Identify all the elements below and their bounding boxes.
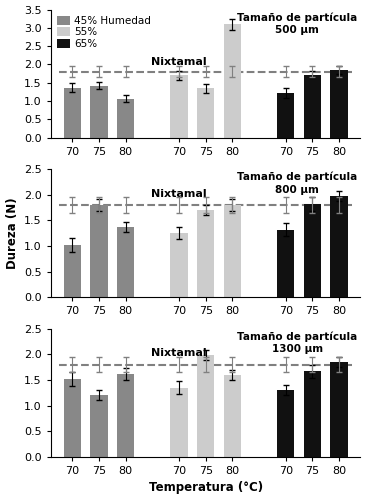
Text: Tamaño de partícula
1300 μm: Tamaño de partícula 1300 μm: [237, 331, 357, 354]
Bar: [197, 356, 214, 457]
Text: Tamaño de partícula
500 μm: Tamaño de partícula 500 μm: [237, 12, 357, 35]
Bar: [170, 76, 188, 138]
Y-axis label: Dureza (N): Dureza (N): [5, 198, 19, 269]
Bar: [224, 205, 241, 298]
Text: Nixtamal: Nixtamal: [151, 348, 207, 358]
Bar: [224, 375, 241, 457]
Bar: [277, 93, 294, 138]
Bar: [224, 24, 241, 138]
Bar: [330, 196, 348, 298]
X-axis label: Temperatura (°C): Temperatura (°C): [149, 482, 263, 494]
Bar: [64, 88, 81, 138]
Text: Nixtamal: Nixtamal: [151, 58, 207, 68]
Bar: [197, 210, 214, 298]
Bar: [90, 396, 108, 457]
Bar: [304, 75, 321, 138]
Bar: [330, 70, 348, 138]
Bar: [277, 390, 294, 457]
Legend: 45% Humedad, 55%, 65%: 45% Humedad, 55%, 65%: [56, 15, 152, 50]
Bar: [64, 245, 81, 298]
Bar: [277, 230, 294, 298]
Bar: [90, 86, 108, 138]
Bar: [170, 233, 188, 298]
Bar: [197, 88, 214, 138]
Bar: [90, 205, 108, 298]
Bar: [117, 374, 134, 457]
Bar: [170, 388, 188, 457]
Bar: [117, 98, 134, 138]
Bar: [304, 204, 321, 298]
Bar: [64, 379, 81, 457]
Bar: [330, 362, 348, 457]
Text: Tamaño de partícula
800 μm: Tamaño de partícula 800 μm: [237, 172, 357, 194]
Bar: [304, 371, 321, 457]
Bar: [117, 227, 134, 298]
Text: Nixtamal: Nixtamal: [151, 189, 207, 199]
